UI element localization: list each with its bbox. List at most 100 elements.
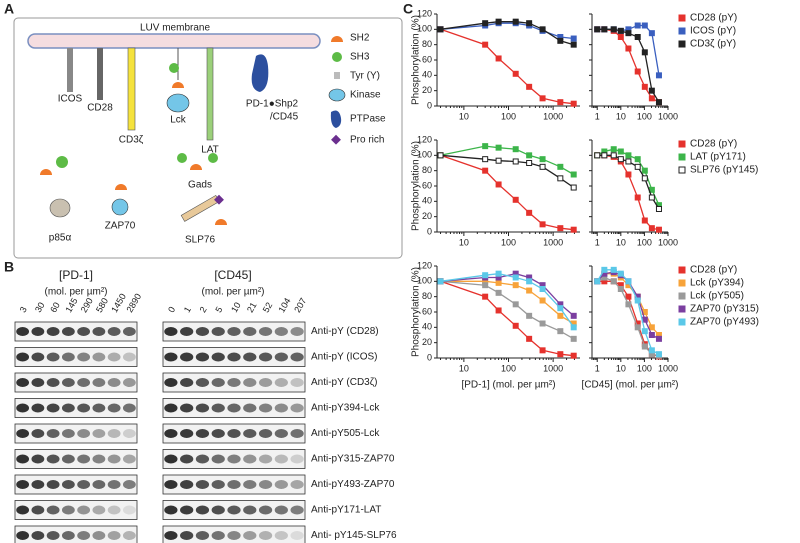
- blot-band: [180, 327, 194, 336]
- data-point: [655, 99, 662, 106]
- protein-label: ICOS: [58, 94, 83, 105]
- blot-strip: [14, 500, 138, 520]
- data-point: [512, 282, 519, 289]
- data-point: [512, 158, 519, 165]
- x-tick-label: 100: [637, 363, 652, 373]
- data-point: [648, 332, 655, 338]
- data-point: [594, 278, 601, 285]
- blot-band: [180, 505, 194, 515]
- data-point: [495, 307, 502, 314]
- y-tick-label: 80: [422, 165, 432, 175]
- data-point: [617, 270, 624, 277]
- data-point: [641, 167, 648, 174]
- x-tick-label: 100: [501, 111, 516, 121]
- data-point: [641, 83, 648, 90]
- legend-label: ZAP70 (pY493): [690, 317, 759, 328]
- lane-label: 104: [276, 296, 292, 314]
- blot-band: [195, 429, 210, 438]
- blot-band: [31, 429, 45, 438]
- blot-strip: [14, 347, 138, 367]
- y-tick-label: 120: [417, 134, 432, 144]
- data-point: [539, 221, 546, 228]
- blot-band: [107, 505, 121, 515]
- y-tick-label: 60: [422, 54, 432, 64]
- data-point: [625, 158, 632, 165]
- data-point: [655, 226, 662, 233]
- protein-label: CD28: [87, 103, 113, 114]
- lane-label: 290: [79, 296, 95, 314]
- data-point: [512, 274, 519, 281]
- y-tick-label: 120: [417, 8, 432, 18]
- blot-band: [274, 403, 288, 413]
- blot-band: [46, 352, 60, 362]
- blot-band: [243, 327, 257, 336]
- data-point: [648, 30, 655, 37]
- data-point: [526, 209, 533, 216]
- blot-band: [211, 531, 225, 540]
- blot-band: [164, 454, 178, 464]
- data-point: [655, 335, 662, 342]
- data-point: [634, 194, 641, 201]
- blot-band: [61, 531, 75, 540]
- row-label: Anti-pY (ICOS): [311, 352, 378, 363]
- blot-band: [164, 378, 178, 387]
- blot-band: [274, 352, 288, 362]
- data-point: [482, 20, 489, 27]
- blot-band: [258, 429, 273, 438]
- data-point: [625, 152, 632, 159]
- legend-marker: [678, 318, 686, 326]
- blot-band: [92, 480, 106, 489]
- legend-label: Kinase: [350, 90, 381, 101]
- data-point: [570, 324, 577, 331]
- blot-band: [243, 403, 257, 413]
- data-point: [601, 152, 608, 159]
- blot-band: [16, 429, 30, 438]
- blot-band: [107, 429, 121, 438]
- data-point: [539, 297, 546, 304]
- cd28: [97, 48, 103, 100]
- legend-label: CD28 (pY): [690, 265, 737, 276]
- data-point: [601, 266, 608, 273]
- legend-label: Lck (pY505): [690, 291, 744, 302]
- blot-band: [211, 403, 225, 413]
- blot-title: [PD-1]: [59, 268, 93, 282]
- data-point: [512, 301, 519, 308]
- blot-band: [274, 429, 288, 438]
- data-point: [634, 156, 641, 163]
- blot-band: [227, 454, 241, 464]
- data-point: [634, 68, 641, 75]
- blot-band: [16, 352, 30, 362]
- data-point: [648, 87, 655, 94]
- icon-sh2: [331, 36, 343, 42]
- icon-sh3: [332, 52, 342, 62]
- legend-label: Pro rich: [350, 135, 384, 146]
- legend-label: CD3ζ (pY): [690, 39, 736, 50]
- data-point: [482, 156, 489, 163]
- blot-band: [77, 454, 91, 464]
- row-label: Anti-pY505-Lck: [311, 428, 380, 439]
- lane-label: 52: [261, 301, 275, 315]
- data-point: [641, 175, 648, 182]
- data-point: [495, 157, 502, 164]
- data-point: [655, 351, 662, 358]
- blot-band: [195, 378, 210, 387]
- data-point: [648, 225, 655, 232]
- blot-band: [46, 505, 60, 515]
- legend-marker: [678, 305, 686, 313]
- blot-band: [258, 352, 273, 362]
- blot-band: [195, 505, 210, 515]
- blot-band: [92, 403, 106, 413]
- row-label: Anti-pY394-Lck: [311, 403, 380, 414]
- data-point: [526, 335, 533, 342]
- data-point: [648, 347, 655, 354]
- blot-band: [164, 352, 178, 362]
- blot-band: [61, 454, 75, 464]
- blot-band: [180, 429, 194, 438]
- blot-band: [243, 531, 257, 540]
- blot-band: [92, 454, 106, 464]
- data-point: [648, 95, 655, 102]
- blot-band: [77, 378, 91, 387]
- data-point: [610, 152, 617, 159]
- blot-band: [195, 352, 210, 362]
- blot-band: [227, 378, 241, 387]
